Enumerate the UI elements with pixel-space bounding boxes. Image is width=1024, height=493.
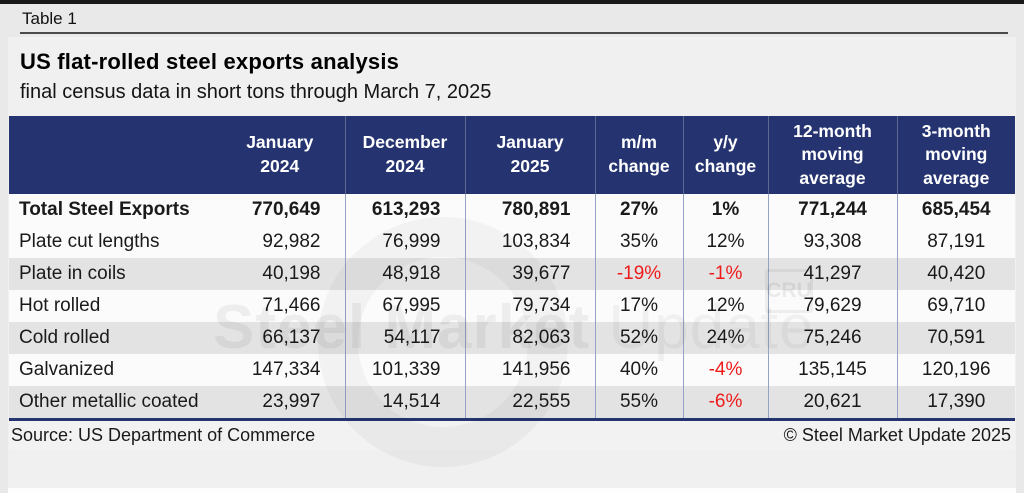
column-header: December 2024 bbox=[344, 116, 465, 194]
row-value: 92,982 bbox=[262, 231, 321, 252]
row-value: 40% bbox=[594, 354, 683, 386]
row-value: 141,956 bbox=[464, 354, 595, 386]
row-value: 23,997 bbox=[262, 391, 321, 412]
column-header bbox=[9, 116, 215, 194]
row-value: 685,454 bbox=[896, 194, 1015, 226]
row-value: 39,677 bbox=[464, 258, 595, 290]
row-value: 41,297 bbox=[767, 258, 897, 290]
table-row: Cold rolled 66,137 54,117 82,063 52% 24% 75,24… bbox=[9, 322, 1015, 354]
column-header: January 2024 bbox=[215, 116, 345, 194]
table-header-row: January 2024 December 2024 January 2025 m/m… bbox=[9, 116, 1015, 194]
row-value: -19% bbox=[594, 258, 683, 290]
page-title: US flat-rolled steel exports analysis bbox=[20, 49, 400, 74]
row-value: 103,834 bbox=[464, 226, 595, 258]
row-value: 87,191 bbox=[896, 226, 1015, 258]
report-card: Steel Market Update CRU US flat-rolled s… bbox=[8, 37, 1016, 493]
header-divider bbox=[20, 32, 1008, 34]
row-value: 12% bbox=[682, 226, 768, 258]
row-value: 69,710 bbox=[896, 290, 1015, 322]
row-value: 27% bbox=[594, 194, 683, 226]
table-header: January 2024 December 2024 January 2025 m/m… bbox=[9, 116, 1015, 194]
row-value: 613,293 bbox=[344, 194, 465, 226]
source-note: Source: US Department of Commerce bbox=[11, 425, 316, 445]
row-value: 771,244 bbox=[767, 194, 897, 226]
row-value: 120,196 bbox=[896, 354, 1015, 386]
row-value: 24% bbox=[682, 322, 768, 354]
row-value: 147,334 bbox=[251, 359, 321, 380]
row-label: Other metallic coated bbox=[19, 391, 199, 412]
column-header: January 2025 bbox=[464, 116, 595, 194]
row-value: 1% bbox=[682, 194, 768, 226]
row-value: 82,063 bbox=[464, 322, 595, 354]
row-value: 75,246 bbox=[767, 322, 897, 354]
table-body: Total Steel Exports 770,649 613,293 780,891… bbox=[9, 194, 1015, 418]
copyright-note: © Steel Market Update 2025 bbox=[783, 425, 1011, 445]
row-value: 67,995 bbox=[344, 290, 465, 322]
row-value: 35% bbox=[594, 226, 683, 258]
table-number-label: Table 1 bbox=[22, 9, 77, 28]
table-row: Galvanized 147,334 101,339 141,956 40% -4% 135… bbox=[9, 354, 1015, 386]
column-header: 12-month moving average bbox=[767, 116, 897, 194]
row-value: 48,918 bbox=[344, 258, 465, 290]
row-value: 76,999 bbox=[344, 226, 465, 258]
row-value: 14,514 bbox=[344, 386, 465, 418]
column-header: y/y change bbox=[682, 116, 768, 194]
row-value: 40,198 bbox=[262, 263, 321, 284]
page-subtitle: final census data in short tons through … bbox=[20, 81, 492, 103]
column-header: m/m change bbox=[594, 116, 683, 194]
table-row: Hot rolled 71,466 67,995 79,734 17% 12% 79,629… bbox=[9, 290, 1015, 322]
table-row: Plate cut lengths 92,982 76,999 103,834 35% 1… bbox=[9, 226, 1015, 258]
row-value: 93,308 bbox=[767, 226, 897, 258]
row-label: Plate in coils bbox=[19, 263, 126, 284]
row-label: Hot rolled bbox=[19, 295, 101, 316]
row-value: 135,145 bbox=[767, 354, 897, 386]
table-footer: Source: US Department of Commerce © Stee… bbox=[9, 418, 1015, 450]
row-value: 71,466 bbox=[262, 295, 321, 316]
table-row: Other metallic coated 23,997 14,514 22,555 5… bbox=[9, 386, 1015, 418]
row-value: 54,117 bbox=[344, 322, 465, 354]
row-value: -1% bbox=[682, 258, 768, 290]
table-row: Plate in coils 40,198 48,918 39,677 -19% -1% 4… bbox=[9, 258, 1015, 290]
row-value: 66,137 bbox=[262, 327, 321, 348]
row-value: 22,555 bbox=[464, 386, 595, 418]
row-value: 17% bbox=[594, 290, 683, 322]
top-border-bar bbox=[0, 0, 1024, 4]
row-label: Cold rolled bbox=[19, 327, 110, 348]
exports-table: January 2024 December 2024 January 2025 m/m… bbox=[9, 116, 1015, 418]
row-label: Plate cut lengths bbox=[19, 231, 160, 252]
row-value: 17,390 bbox=[896, 386, 1015, 418]
row-value: 770,649 bbox=[251, 199, 321, 220]
row-value: -4% bbox=[682, 354, 768, 386]
row-label: Galvanized bbox=[19, 359, 115, 380]
row-value: 20,621 bbox=[767, 386, 897, 418]
table-row: Total Steel Exports 770,649 613,293 780,891… bbox=[9, 194, 1015, 226]
row-value: -6% bbox=[682, 386, 768, 418]
row-value: 79,629 bbox=[767, 290, 897, 322]
row-value: 101,339 bbox=[344, 354, 465, 386]
row-value: 780,891 bbox=[464, 194, 595, 226]
row-value: 52% bbox=[594, 322, 683, 354]
column-header: 3-month moving average bbox=[896, 116, 1015, 194]
row-value: 70,591 bbox=[896, 322, 1015, 354]
row-value: 40,420 bbox=[896, 258, 1015, 290]
row-label: Total Steel Exports bbox=[19, 199, 190, 220]
row-value: 12% bbox=[682, 290, 768, 322]
title-block: US flat-rolled steel exports analysis fi… bbox=[8, 37, 1016, 112]
row-value: 79,734 bbox=[464, 290, 595, 322]
row-value: 55% bbox=[594, 386, 683, 418]
